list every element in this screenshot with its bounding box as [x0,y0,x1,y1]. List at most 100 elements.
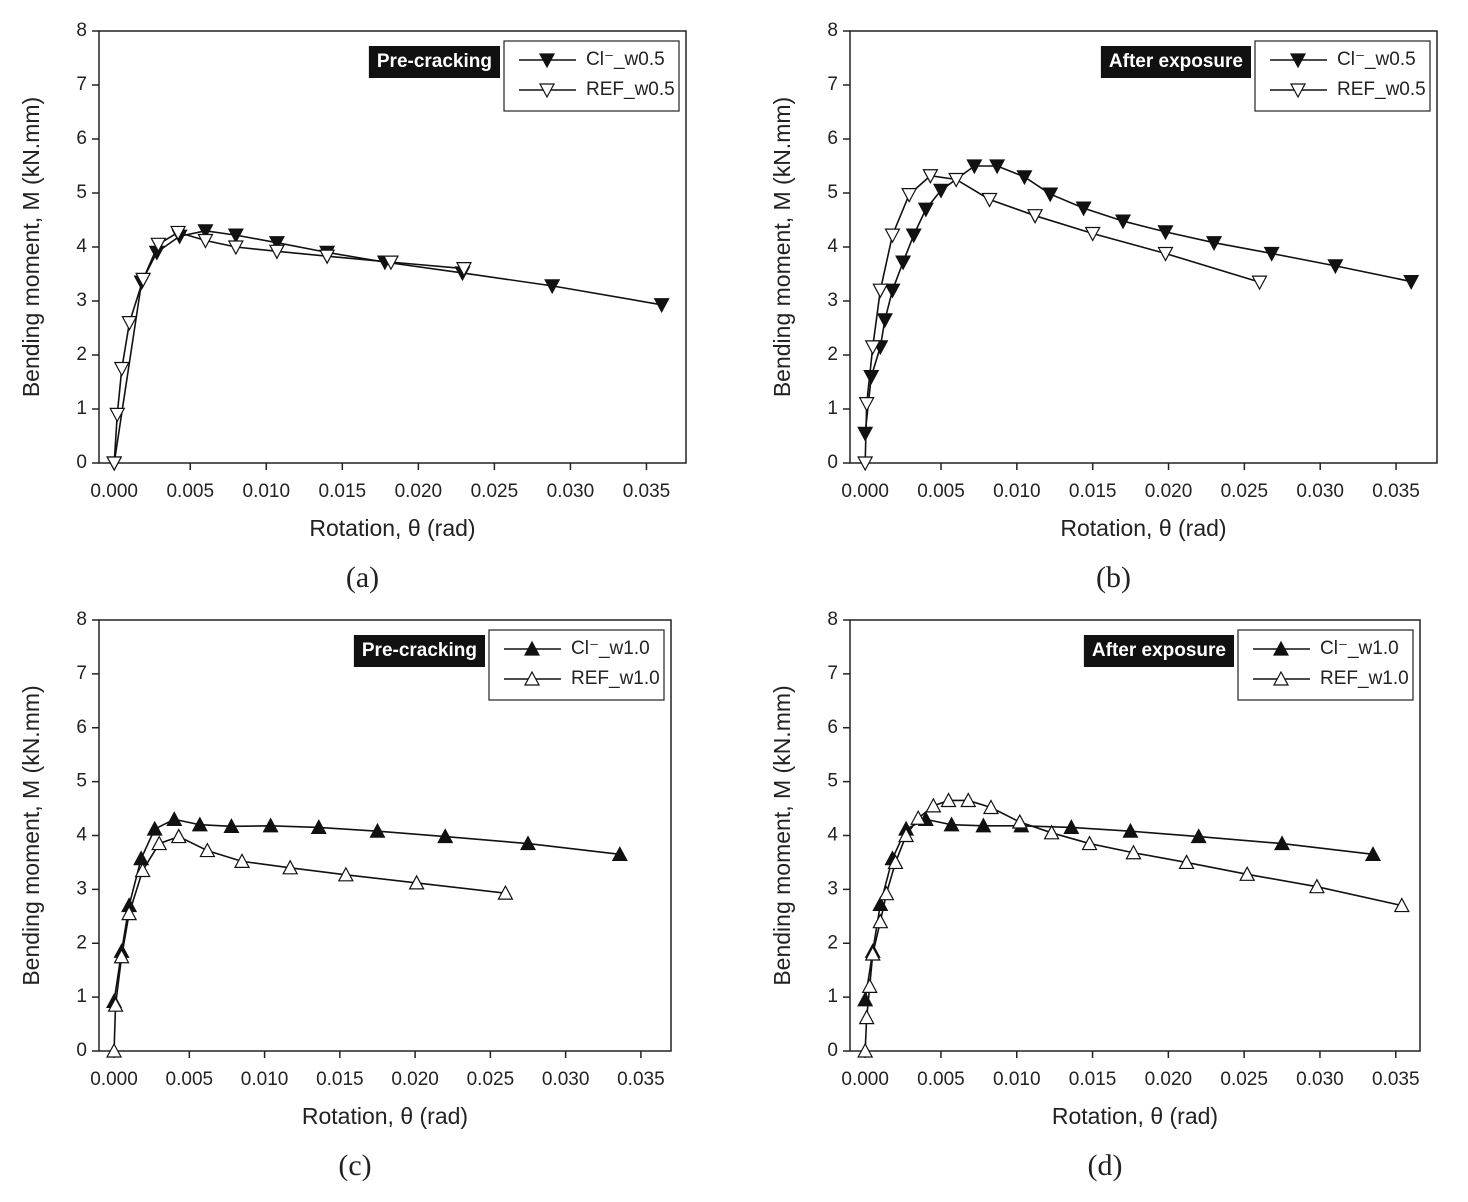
marker [887,854,904,870]
marker [170,225,187,241]
y-tick-label: 6 [76,128,87,149]
marker [199,842,216,858]
y-tick-label: 7 [827,74,838,95]
y-tick-label: 1 [76,398,87,419]
marker [895,255,912,271]
marker [233,853,251,868]
marker [878,885,895,901]
y-tick-label: 8 [76,609,87,630]
marker [497,884,514,900]
x-axis-title: Rotation, θ (rad) [309,515,475,541]
panel-label: (d) [1088,1149,1123,1182]
marker [863,370,880,385]
marker [901,188,918,203]
marker [1393,897,1410,913]
marker [1084,226,1101,242]
x-tick-label: 0.005 [917,481,965,502]
annotation-box [1083,635,1234,667]
y-tick-label: 5 [827,771,838,792]
marker [106,456,123,472]
marker [1251,275,1268,291]
marker [857,1042,874,1058]
legend-label: Cl⁻_w1.0 [571,638,650,659]
x-tick-label: 0.005 [166,481,214,502]
y-axis-title: Bending moment, M (kN.mm) [769,685,795,985]
y-tick-label: 6 [827,128,838,149]
marker [1365,846,1382,861]
legend-label: REF_w1.0 [1320,668,1409,689]
marker [1239,866,1256,881]
marker [121,316,138,331]
marker [966,159,983,175]
legend-label: REF_w0.5 [586,79,675,100]
marker [337,866,354,882]
marker [113,361,130,377]
y-tick-label: 3 [827,290,838,311]
marker [133,850,150,866]
marker [910,809,927,825]
legend-marker [538,83,556,99]
panel-label: (b) [1096,561,1131,594]
x-tick-label: 0.010 [243,481,291,502]
marker [1157,225,1174,241]
marker [1043,824,1060,840]
marker [227,240,244,256]
y-tick-label: 6 [827,717,838,738]
marker [989,159,1006,175]
series-line [113,229,662,464]
legend-box [1237,629,1414,701]
marker [943,816,960,832]
marker [1122,822,1139,838]
x-tick-label: 0.000 [90,481,138,502]
legend-label: Cl⁻_w1.0 [1320,638,1399,659]
marker [106,1042,123,1058]
marker [382,255,399,271]
marker [1403,274,1420,290]
marker [864,945,881,961]
marker [858,397,875,412]
marker [519,835,537,851]
marker [1178,854,1195,870]
x-tick-label: 0.015 [1069,481,1117,502]
y-tick-label: 2 [76,932,87,953]
x-tick-label: 0.010 [993,1069,1041,1090]
x-tick-label: 0.030 [547,481,595,502]
x-tick-label: 0.025 [471,481,519,502]
marker [917,202,934,218]
y-tick-label: 5 [76,771,87,792]
marker [1206,236,1223,251]
marker [864,340,881,356]
marker [1063,819,1080,835]
marker [857,456,874,472]
x-tick-label: 0.000 [841,481,889,502]
x-tick-label: 0.025 [1220,1069,1268,1090]
y-tick-label: 0 [76,452,87,473]
y-axis-title: Bending moment, M (kN.mm) [769,97,795,397]
marker [150,237,167,253]
marker [268,236,285,251]
legend-marker [1272,670,1290,686]
legend-label: Cl⁻_w0.5 [586,49,665,70]
y-tick-label: 5 [827,182,838,203]
y-tick-label: 4 [827,825,838,846]
marker [151,835,168,851]
y-tick-label: 2 [827,344,838,365]
marker [940,792,957,808]
marker [872,913,889,929]
marker [905,228,922,244]
x-tick-label: 0.020 [1145,481,1193,502]
x-tick-label: 0.035 [617,1069,665,1090]
marker [166,811,183,826]
x-tick-label: 0.020 [391,1069,439,1090]
marker [1263,246,1280,262]
marker [319,249,336,265]
y-tick-label: 4 [76,825,87,846]
annotation-box [1100,46,1251,78]
x-tick-label: 0.025 [1221,481,1269,502]
marker [113,948,130,964]
x-tick-label: 0.015 [1069,1069,1117,1090]
y-tick-label: 7 [827,663,838,684]
panel-label: (c) [338,1149,371,1182]
y-tick-label: 2 [76,344,87,365]
